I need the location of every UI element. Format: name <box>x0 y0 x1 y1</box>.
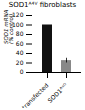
svg-text:40: 40 <box>16 49 24 56</box>
svg-text:0: 0 <box>20 68 24 75</box>
svg-text:SOD1 mRNA(% control): SOD1 mRNA(% control) <box>3 10 15 44</box>
html-text:SOD1ᴬ⁴ⱽ fibroblasts: SOD1ᴬ⁴ⱽ fibroblasts <box>8 1 77 9</box>
svg-text:120: 120 <box>12 11 24 19</box>
svg-text:Untransfected: Untransfected <box>15 81 50 108</box>
svg-text:80: 80 <box>16 30 24 37</box>
svg-text:SOD1ᴬˢᴼ: SOD1ᴬˢᴼ <box>46 81 68 103</box>
svg-text:20: 20 <box>16 59 24 66</box>
svg-text:60: 60 <box>16 40 24 47</box>
svg-text:100: 100 <box>12 20 24 28</box>
